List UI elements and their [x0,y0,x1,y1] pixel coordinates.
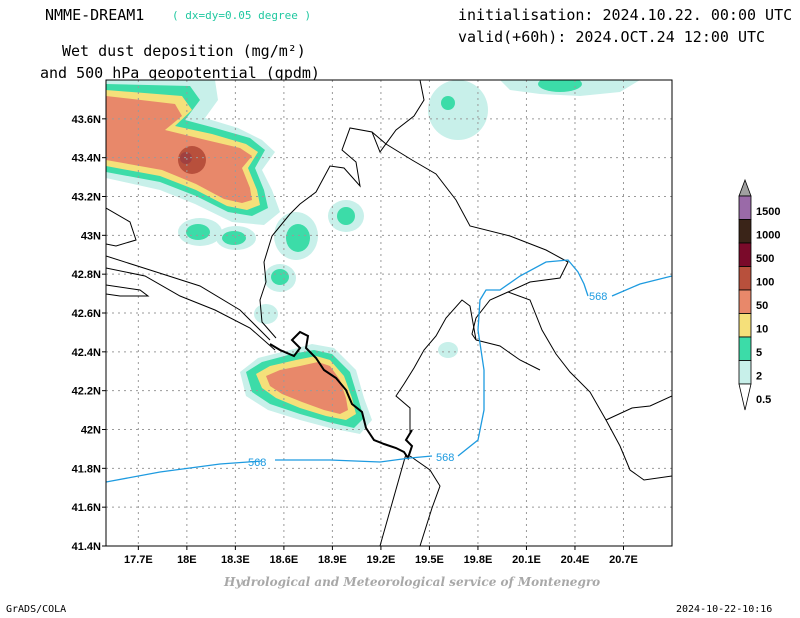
lon-tick-label: 19.8E [464,554,493,566]
footer-timestamp: 2024-10-22-10:16 [676,604,773,615]
map-title-line1: Wet dust deposition (mg/m²) [62,42,306,60]
colorbar-bottom-arrow [738,383,752,411]
lat-tick-label: 42.4N [72,347,101,359]
lat-tick-label: 42.6N [72,308,101,320]
colorbar-level-label: 5 [756,347,762,359]
valid-time: valid(+60h): 2024.OCT.24 12:00 UTC [458,28,766,46]
country-borders [106,80,672,546]
lon-tick-label: 20.7E [609,554,638,566]
map-title-line2: and 500 hPa geopotential (gpdm) [40,64,320,82]
colorbar-level-label: 10 [756,324,768,336]
geopotential-contour-568 [106,259,672,483]
lat-tick-label: 43.4N [72,153,101,165]
colorbar-segment [738,266,752,291]
colorbar-level-label: 100 [756,277,774,289]
lon-tick-label: 18.6E [270,554,299,566]
colorbar-segment [738,195,752,220]
lon-tick-label: 18E [177,554,197,566]
lat-tick-label: 42.8N [72,269,101,281]
lon-tick-label: 20.4E [561,554,590,566]
map-axes: 17.7E 18E 18.3E 18.6E 18.9E 19.2E 19.5E 19.8E 20… [72,114,638,566]
colorbar-level-label: 1000 [756,230,780,242]
lat-tick-label: 41.8N [72,463,101,475]
colorbar-level-label: 1500 [756,206,780,218]
colorbar-segment [738,360,752,385]
colorbar-segment [738,289,752,314]
colorbar-top-arrow [738,178,752,197]
colorbar-level-label: 50 [756,300,768,312]
lat-tick-label: 43.2N [72,192,101,204]
colorbar-level-label: 2 [756,371,762,383]
colorbar-segment [738,336,752,361]
lon-tick-label: 19.5E [415,554,444,566]
colorbar-segment [738,313,752,338]
lat-tick-label: 43N [81,230,101,242]
footer-organization: Hydrological and Meteorological service … [224,575,601,589]
coastline [269,330,414,461]
colorbar-level-label: 0.5 [756,394,771,406]
dust-fields [106,80,640,434]
lon-tick-label: 18.3E [221,554,250,566]
init-time: initialisation: 2024.10.22. 00:00 UTC [458,6,793,24]
colorbar-level-label: 500 [756,253,774,265]
lon-tick-label: 17.7E [124,554,153,566]
colorbar-legend: 1500 1000 500 100 50 10 5 2 0.5 [738,178,780,411]
colorbar-segment [738,242,752,267]
model-name: NMME-DREAM1 [45,6,145,24]
contour-label-south: 568 [436,452,454,464]
footer-software: GrADS/COLA [6,604,67,615]
lon-tick-label: 18.9E [318,554,347,566]
lat-tick-label: 43.6N [72,114,101,126]
contour-label-west: 568 [248,457,266,469]
lat-tick-label: 42.2N [72,386,101,398]
contour-label-east: 568 [589,291,607,303]
lat-tick-label: 41.6N [72,502,101,514]
lon-tick-label: 20.1E [512,554,541,566]
lat-tick-label: 41.4N [72,541,101,553]
resolution-label: ( dx=dy=0.05 degree ) [172,9,312,22]
colorbar-segment [738,219,752,244]
lon-tick-label: 19.2E [367,554,396,566]
lat-lon-grid [106,80,672,546]
lat-tick-label: 42N [81,425,101,437]
